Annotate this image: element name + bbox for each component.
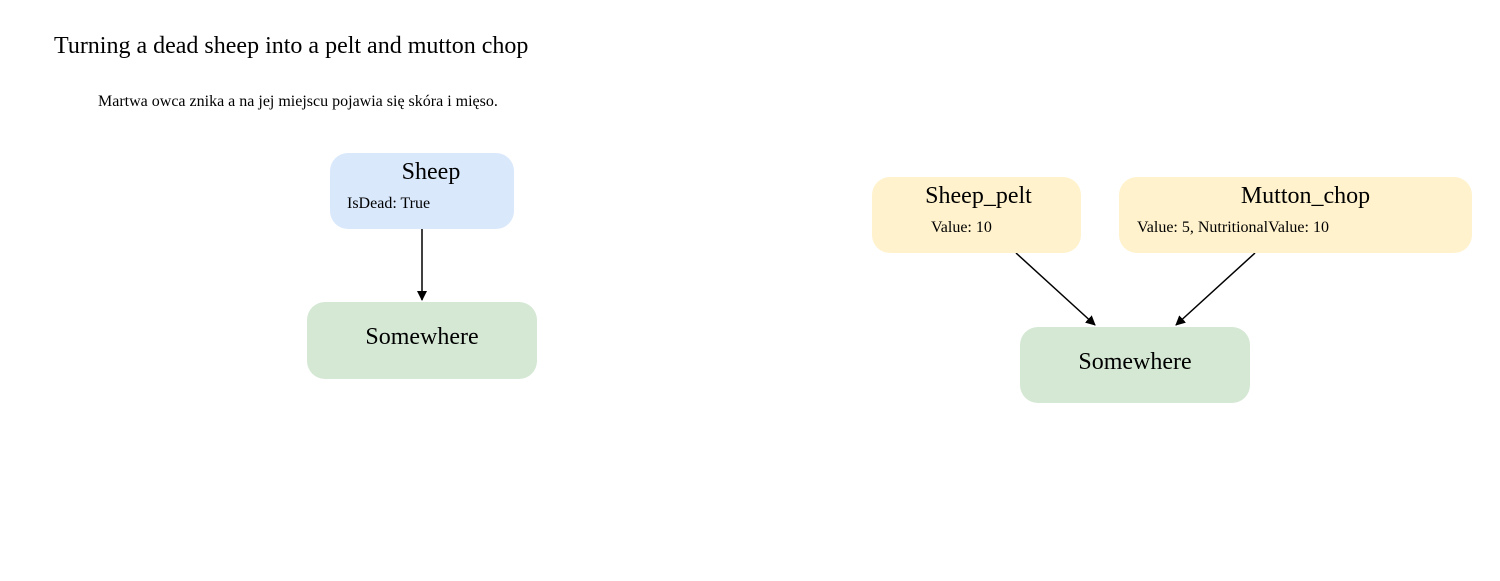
node-sheep-attrs: IsDead: True [347, 195, 431, 212]
diagram-title: Turning a dead sheep into a pelt and mut… [54, 33, 529, 59]
node-mutton-chop-attrs: Value: 5, NutritionalValue: 10 [1137, 219, 1329, 236]
node-somewhere-right: Somewhere [1020, 327, 1250, 403]
node-mutton-chop-name: Mutton_chop [1240, 183, 1371, 209]
node-sheep: Sheep IsDead: True [330, 153, 514, 229]
node-somewhere-left: Somewhere [307, 302, 537, 379]
node-sheep-name: Sheep [401, 159, 461, 185]
edge-mutton-chop-to-somewhere [1175, 252, 1256, 326]
node-mutton-chop: Mutton_chop Value: 5, NutritionalValue: … [1119, 177, 1472, 253]
node-somewhere-right-name: Somewhere [1078, 349, 1192, 375]
edge-sheep-pelt-to-somewhere [1015, 252, 1096, 326]
node-sheep-pelt-name: Sheep_pelt [925, 183, 1032, 209]
node-somewhere-left-name: Somewhere [365, 324, 479, 350]
node-sheep-pelt: Sheep_pelt Value: 10 [872, 177, 1081, 253]
node-sheep-pelt-attrs: Value: 10 [931, 219, 992, 236]
diagram-subtitle: Martwa owca znika a na jej miejscu pojaw… [98, 93, 498, 110]
